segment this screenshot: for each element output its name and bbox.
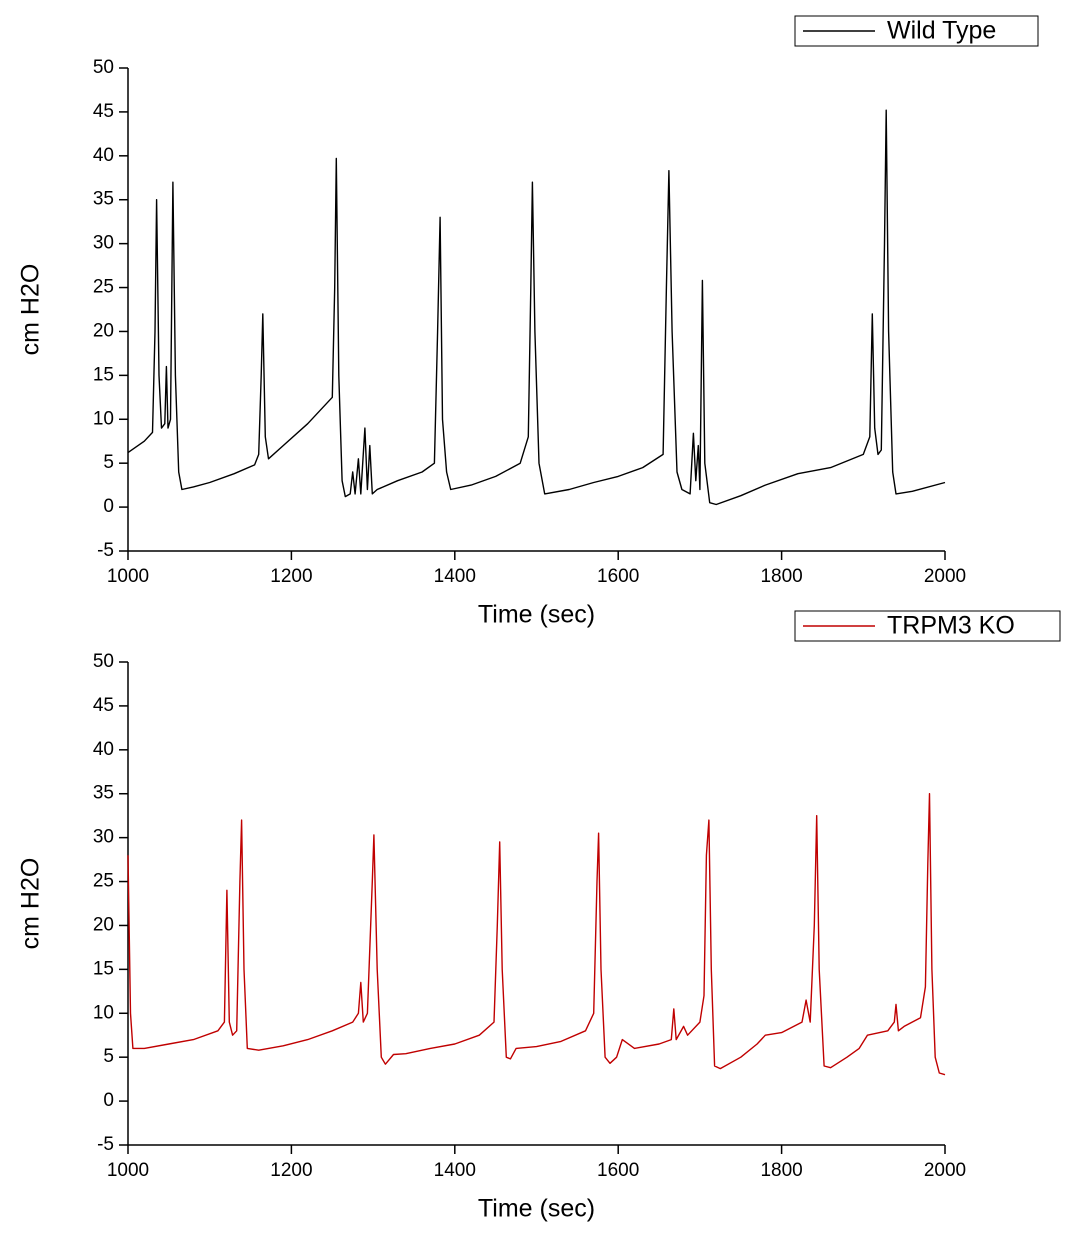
x-tick-label: 1800 (760, 1160, 802, 1181)
y-tick-label: 45 (93, 101, 114, 122)
legend-label: TRPM3 KO (887, 612, 1015, 640)
data-line (127, 793, 946, 1076)
y-axis-label: cm H2O (17, 264, 45, 356)
y-tick-label: 50 (93, 651, 114, 672)
y-tick-label: 10 (93, 1002, 114, 1023)
x-tick-label: 2000 (924, 566, 966, 587)
x-tick-label: 1600 (597, 1160, 639, 1181)
y-tick-label: 35 (93, 783, 114, 804)
x-tick-label: 1000 (107, 1160, 149, 1181)
x-tick-label: 1800 (760, 566, 802, 587)
y-tick-label: 40 (93, 145, 114, 166)
y-tick-label: -5 (97, 540, 114, 561)
x-tick-label: 1200 (270, 566, 312, 587)
x-tick-label: 1400 (434, 566, 476, 587)
x-tick-label: 1000 (107, 566, 149, 587)
y-tick-label: 0 (103, 496, 114, 517)
y-tick-label: 25 (93, 277, 114, 298)
y-tick-label: 30 (93, 233, 114, 254)
y-tick-label: 20 (93, 914, 114, 935)
x-axis-label: Time (sec) (478, 1195, 595, 1223)
y-axis-label: cm H2O (17, 858, 45, 950)
y-tick-label: 40 (93, 739, 114, 760)
y-tick-label: 50 (93, 57, 114, 78)
y-tick-label: 25 (93, 871, 114, 892)
y-tick-label: 5 (103, 1046, 114, 1067)
data-line (127, 109, 946, 506)
x-tick-label: 1200 (270, 1160, 312, 1181)
y-tick-label: 20 (93, 320, 114, 341)
y-tick-label: 0 (103, 1090, 114, 1111)
y-tick-label: 35 (93, 189, 114, 210)
x-tick-label: 1400 (434, 1160, 476, 1181)
y-tick-label: 15 (93, 364, 114, 385)
y-tick-label: 15 (93, 958, 114, 979)
x-tick-label: 2000 (924, 1160, 966, 1181)
y-tick-label: 45 (93, 695, 114, 716)
x-axis-label: Time (sec) (478, 601, 595, 629)
x-tick-label: 1600 (597, 566, 639, 587)
y-tick-label: 5 (103, 452, 114, 473)
y-tick-label: 30 (93, 827, 114, 848)
y-tick-label: -5 (97, 1134, 114, 1155)
y-tick-label: 10 (93, 408, 114, 429)
legend-label: Wild Type (887, 17, 996, 45)
